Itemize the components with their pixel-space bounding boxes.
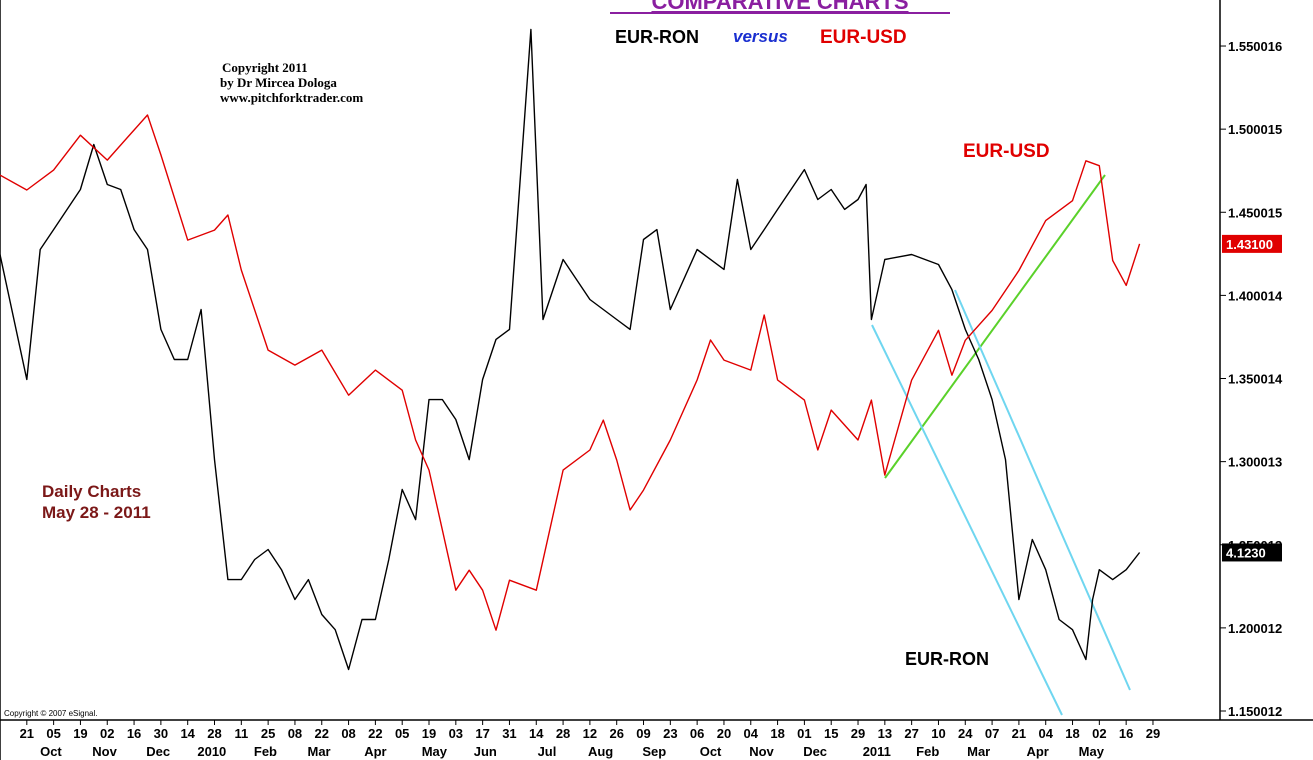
x-month-label: Jun <box>474 744 497 759</box>
y-tick-label: 1.200012 <box>1228 621 1282 636</box>
header-series: EUR-RON <box>615 27 699 47</box>
x-tick-label: 05 <box>46 726 60 741</box>
x-tick-label: 17 <box>475 726 489 741</box>
x-month-label: May <box>1079 744 1105 759</box>
x-tick-label: 18 <box>770 726 784 741</box>
x-tick-label: 22 <box>315 726 329 741</box>
x-tick-label: 01 <box>797 726 811 741</box>
header-series: EUR-USD <box>820 27 907 48</box>
x-month-label: Jul <box>538 744 557 759</box>
x-month-label: Nov <box>92 744 117 759</box>
series-label: EUR-USD <box>963 141 1050 162</box>
x-month-label: Feb <box>916 744 939 759</box>
x-tick-label: 28 <box>207 726 221 741</box>
x-month-label: Apr <box>1026 744 1048 759</box>
x-month-label: May <box>422 744 448 759</box>
x-month-label: Oct <box>40 744 62 759</box>
x-tick-label: 24 <box>958 726 973 741</box>
x-tick-label: 16 <box>1119 726 1133 741</box>
x-tick-label: 28 <box>556 726 570 741</box>
x-tick-label: 19 <box>422 726 436 741</box>
x-tick-label: 31 <box>502 726 516 741</box>
x-tick-label: 20 <box>717 726 731 741</box>
x-month-label: Mar <box>308 744 331 759</box>
x-tick-label: 23 <box>663 726 677 741</box>
x-tick-label: 30 <box>154 726 168 741</box>
x-month-label: Dec <box>803 744 827 759</box>
x-tick-label: 08 <box>288 726 302 741</box>
x-tick-label: 16 <box>127 726 141 741</box>
y-tick-label: 1.350014 <box>1228 372 1283 387</box>
x-tick-label: 25 <box>261 726 275 741</box>
x-tick-label: 04 <box>744 726 759 741</box>
x-month-label: Feb <box>254 744 277 759</box>
y-tick-label: 1.150012 <box>1228 704 1282 719</box>
x-tick-label: 07 <box>985 726 999 741</box>
x-month-label: 2010 <box>197 744 226 759</box>
x-tick-label: 27 <box>904 726 918 741</box>
note-line: Daily Charts <box>42 482 141 501</box>
x-tick-label: 10 <box>931 726 945 741</box>
x-tick-label: 29 <box>851 726 865 741</box>
copyright-line: www.pitchforktrader.com <box>220 90 363 105</box>
last-value-label: 4.1230 <box>1226 545 1266 560</box>
y-tick-label: 1.450015 <box>1228 205 1282 220</box>
y-tick-label: 1.400014 <box>1228 288 1283 303</box>
x-tick-label: 21 <box>20 726 34 741</box>
x-month-label: 2011 <box>863 744 891 759</box>
x-tick-label: 08 <box>341 726 355 741</box>
x-month-label: Nov <box>749 744 774 759</box>
x-month-label: Aug <box>588 744 613 759</box>
x-tick-label: 12 <box>583 726 597 741</box>
copyright-line: by Dr Mircea Dologa <box>220 75 337 90</box>
x-month-label: Mar <box>967 744 990 759</box>
x-tick-label: 05 <box>395 726 409 741</box>
x-tick-label: 04 <box>1038 726 1053 741</box>
x-tick-label: 06 <box>690 726 704 741</box>
y-tick-label: 1.500015 <box>1228 122 1282 137</box>
series-line <box>0 28 1141 671</box>
x-tick-label: 11 <box>234 726 248 741</box>
x-tick-label: 19 <box>73 726 87 741</box>
last-value-box <box>1222 543 1282 562</box>
x-tick-label: 13 <box>878 726 892 741</box>
trend-line <box>871 324 1063 716</box>
y-tick-label: 1.550016 <box>1228 39 1282 54</box>
y-tick-label: 1.300013 <box>1228 455 1282 470</box>
x-tick-label: 02 <box>100 726 114 741</box>
x-month-label: Dec <box>146 744 170 759</box>
x-month-label: Apr <box>364 744 386 759</box>
x-tick-label: 15 <box>824 726 838 741</box>
series-label: EUR-RON <box>905 649 989 669</box>
x-tick-label: 09 <box>636 726 650 741</box>
series-line <box>0 114 1141 631</box>
subtitle: versus <box>733 27 788 46</box>
x-tick-label: 02 <box>1092 726 1106 741</box>
x-tick-label: 21 <box>1012 726 1026 741</box>
x-tick-label: 26 <box>609 726 623 741</box>
x-tick-label: 14 <box>529 726 544 741</box>
last-value-box <box>1222 234 1282 253</box>
last-value-label: 1.43100 <box>1226 237 1273 252</box>
x-tick-label: 18 <box>1065 726 1079 741</box>
x-month-label: Sep <box>642 744 666 759</box>
copyright-line: Copyright 2011 <box>222 60 308 75</box>
chart-title: COMPARATIVE CHARTS <box>651 0 908 14</box>
source: Copyright © 2007 eSignal. <box>4 709 98 718</box>
x-tick-label: 14 <box>180 726 195 741</box>
note-line: May 28 - 2011 <box>42 503 151 522</box>
marks <box>0 28 1141 671</box>
trend-line <box>954 289 1131 691</box>
x-month-label: Oct <box>700 744 722 759</box>
x-tick-label: 29 <box>1146 726 1160 741</box>
x-tick-label: 03 <box>449 726 463 741</box>
x-tick-label: 22 <box>368 726 382 741</box>
